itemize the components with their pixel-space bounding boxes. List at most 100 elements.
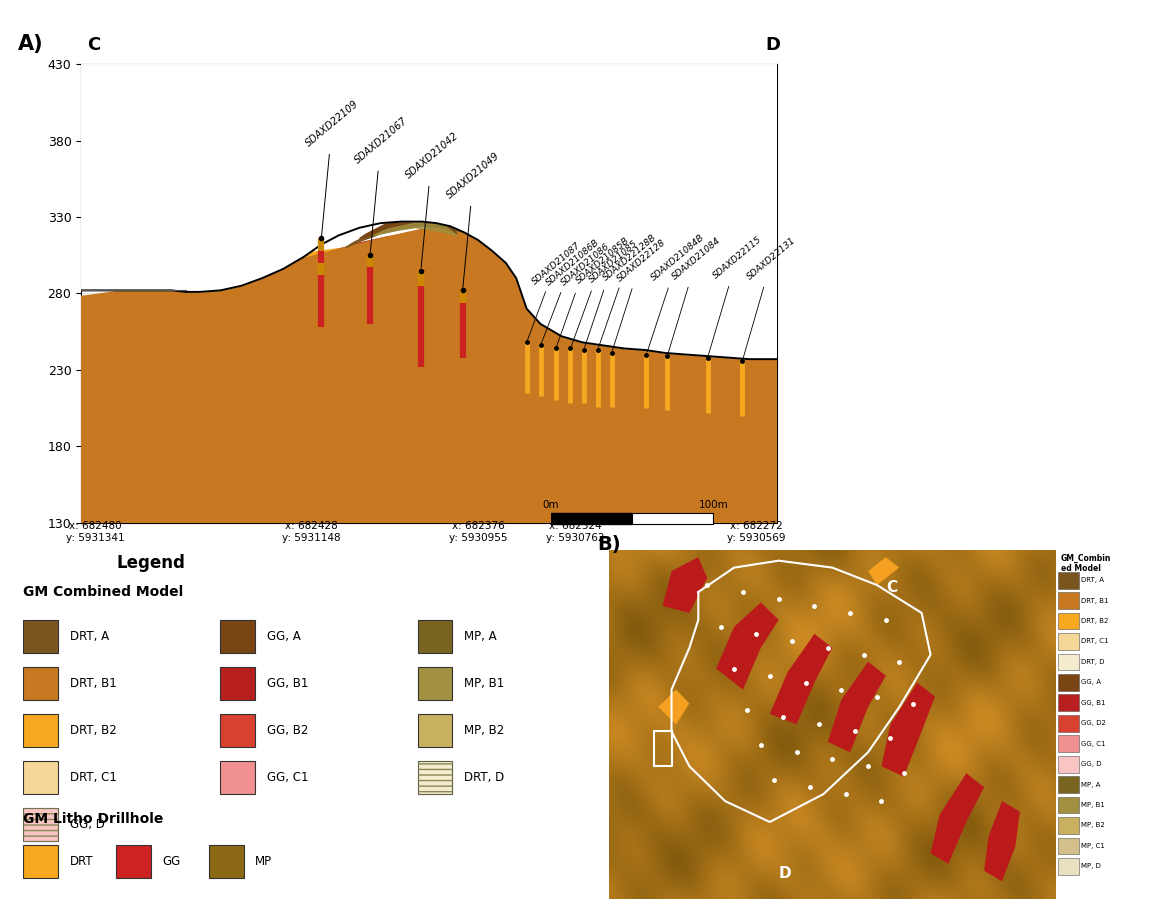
FancyBboxPatch shape bbox=[220, 620, 255, 653]
FancyBboxPatch shape bbox=[1058, 715, 1079, 732]
FancyBboxPatch shape bbox=[23, 845, 58, 878]
Text: MP, B2: MP, B2 bbox=[1081, 823, 1105, 828]
FancyBboxPatch shape bbox=[1058, 572, 1079, 589]
Text: C: C bbox=[886, 580, 897, 595]
Text: A): A) bbox=[17, 35, 43, 54]
FancyBboxPatch shape bbox=[23, 667, 58, 700]
Text: D: D bbox=[766, 37, 781, 54]
Polygon shape bbox=[662, 558, 708, 613]
FancyBboxPatch shape bbox=[1058, 797, 1079, 813]
Text: DRT, D: DRT, D bbox=[1081, 659, 1104, 665]
Text: x: 682272
y: 5930569: x: 682272 y: 5930569 bbox=[727, 521, 785, 543]
Text: SDAXD21049: SDAXD21049 bbox=[445, 150, 502, 288]
Text: Legend: Legend bbox=[116, 554, 186, 571]
Text: GG, D2: GG, D2 bbox=[1081, 720, 1107, 726]
Text: DRT, B1: DRT, B1 bbox=[70, 677, 116, 690]
Text: MP, C1: MP, C1 bbox=[1081, 843, 1105, 849]
FancyBboxPatch shape bbox=[1058, 694, 1079, 712]
Polygon shape bbox=[81, 305, 777, 523]
Text: SDAXD22109: SDAXD22109 bbox=[304, 99, 361, 236]
FancyBboxPatch shape bbox=[1058, 592, 1079, 609]
FancyBboxPatch shape bbox=[220, 761, 255, 794]
Polygon shape bbox=[220, 234, 534, 293]
Text: SDAXD21084: SDAXD21084 bbox=[668, 236, 723, 353]
FancyBboxPatch shape bbox=[1058, 776, 1079, 793]
Text: DRT, A: DRT, A bbox=[1081, 577, 1104, 583]
Text: MP, B1: MP, B1 bbox=[1081, 802, 1105, 808]
Polygon shape bbox=[882, 682, 935, 777]
Polygon shape bbox=[658, 690, 689, 724]
Text: GG, A: GG, A bbox=[1081, 679, 1101, 685]
FancyBboxPatch shape bbox=[220, 667, 255, 700]
Polygon shape bbox=[360, 217, 457, 238]
Text: SDAXD21085: SDAXD21085 bbox=[585, 239, 639, 348]
Text: SDAXD22128B: SDAXD22128B bbox=[599, 233, 658, 348]
Polygon shape bbox=[828, 662, 886, 752]
Polygon shape bbox=[81, 254, 777, 523]
Text: DRT, C1: DRT, C1 bbox=[1081, 638, 1109, 645]
Text: MP, B1: MP, B1 bbox=[464, 677, 505, 690]
Text: GG, B1: GG, B1 bbox=[1081, 700, 1105, 706]
Text: GG, C1: GG, C1 bbox=[1081, 741, 1105, 746]
FancyBboxPatch shape bbox=[1058, 837, 1079, 855]
Text: DRT, B2: DRT, B2 bbox=[1081, 618, 1109, 624]
Polygon shape bbox=[81, 284, 777, 523]
Text: GG, B2: GG, B2 bbox=[267, 724, 309, 737]
FancyBboxPatch shape bbox=[220, 714, 255, 747]
Text: GG, D: GG, D bbox=[1081, 761, 1102, 768]
Text: SDAXD21084B: SDAXD21084B bbox=[647, 233, 706, 352]
Text: SDAXD21067: SDAXD21067 bbox=[353, 116, 409, 252]
Text: C: C bbox=[87, 37, 100, 54]
Text: x: 682376
y: 5930955: x: 682376 y: 5930955 bbox=[449, 521, 507, 543]
FancyBboxPatch shape bbox=[23, 808, 58, 841]
Polygon shape bbox=[81, 225, 777, 523]
Text: SDAXD22131: SDAXD22131 bbox=[744, 236, 798, 358]
Text: x: 682428
y: 5931148: x: 682428 y: 5931148 bbox=[282, 521, 340, 543]
Text: DRT, A: DRT, A bbox=[70, 630, 109, 643]
Polygon shape bbox=[716, 602, 778, 690]
FancyBboxPatch shape bbox=[23, 714, 58, 747]
Text: DRT: DRT bbox=[70, 855, 93, 867]
Text: 0m: 0m bbox=[543, 501, 559, 510]
Text: DRT, B1: DRT, B1 bbox=[1081, 598, 1109, 603]
Text: DRT, C1: DRT, C1 bbox=[70, 771, 116, 784]
FancyBboxPatch shape bbox=[1058, 633, 1079, 650]
Polygon shape bbox=[868, 558, 899, 585]
Text: SDAXD22115: SDAXD22115 bbox=[709, 235, 763, 355]
Text: DRT, D: DRT, D bbox=[464, 771, 505, 784]
Polygon shape bbox=[374, 223, 457, 236]
Text: SDAXD21085B: SDAXD21085B bbox=[572, 236, 631, 346]
Text: GM_Combin
ed Model: GM_Combin ed Model bbox=[1060, 554, 1111, 573]
Text: SDAXD21042: SDAXD21042 bbox=[404, 131, 461, 268]
Text: x: 682480
y: 5931341: x: 682480 y: 5931341 bbox=[66, 521, 124, 543]
FancyBboxPatch shape bbox=[418, 761, 452, 794]
Polygon shape bbox=[770, 634, 833, 724]
Text: SDAXD22128: SDAXD22128 bbox=[612, 238, 667, 350]
Text: MP, A: MP, A bbox=[464, 630, 496, 643]
Text: B): B) bbox=[597, 536, 621, 554]
FancyBboxPatch shape bbox=[23, 761, 58, 794]
Polygon shape bbox=[930, 773, 984, 864]
FancyBboxPatch shape bbox=[418, 620, 452, 653]
Text: MP, A: MP, A bbox=[1081, 781, 1101, 788]
Text: GG: GG bbox=[162, 855, 181, 867]
Polygon shape bbox=[81, 236, 777, 523]
Text: SDAXD21086: SDAXD21086 bbox=[557, 242, 611, 346]
FancyBboxPatch shape bbox=[1058, 756, 1079, 772]
Text: DRT, B2: DRT, B2 bbox=[70, 724, 116, 737]
FancyBboxPatch shape bbox=[1058, 858, 1079, 875]
Polygon shape bbox=[984, 801, 1020, 881]
Text: D: D bbox=[778, 866, 791, 880]
Text: 100m: 100m bbox=[698, 501, 728, 510]
FancyBboxPatch shape bbox=[418, 714, 452, 747]
Text: GM Litho Drillhole: GM Litho Drillhole bbox=[23, 812, 164, 825]
Text: GG, B1: GG, B1 bbox=[267, 677, 309, 690]
FancyBboxPatch shape bbox=[1058, 735, 1079, 752]
FancyBboxPatch shape bbox=[1058, 817, 1079, 834]
FancyBboxPatch shape bbox=[116, 845, 151, 878]
Text: MP: MP bbox=[255, 855, 273, 867]
Text: GG, A: GG, A bbox=[267, 630, 300, 643]
FancyBboxPatch shape bbox=[23, 620, 58, 653]
Text: GG, D: GG, D bbox=[70, 818, 104, 831]
FancyBboxPatch shape bbox=[209, 845, 244, 878]
